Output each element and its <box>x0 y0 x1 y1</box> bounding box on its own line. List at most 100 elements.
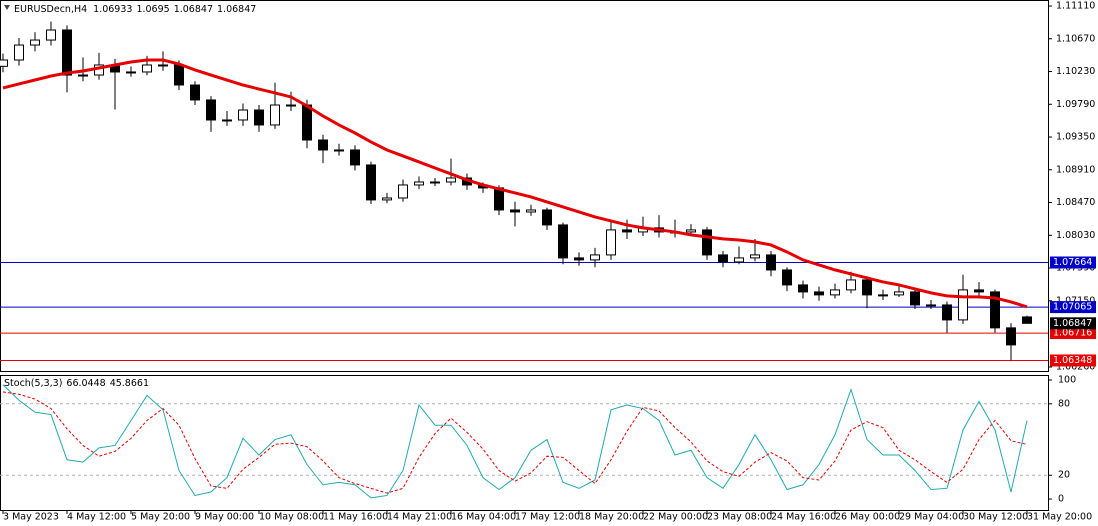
candle-body <box>206 99 216 121</box>
candle-body <box>574 257 584 261</box>
candle-body <box>30 39 40 46</box>
price-box <box>1050 317 1096 330</box>
candle-body <box>510 209 520 213</box>
level-label: 1.07065 <box>1053 302 1092 313</box>
candle-body <box>766 254 776 271</box>
price-panel <box>0 0 1049 372</box>
header-low: 1.06847 <box>174 4 213 15</box>
candle-body <box>366 164 376 201</box>
candle-body <box>302 104 312 141</box>
stoch-k-value: 66.0448 <box>66 378 105 389</box>
candle-body <box>334 149 344 152</box>
candle-body <box>734 257 744 263</box>
candle-body <box>270 104 280 126</box>
y-tick-label: 1.09790 <box>1056 99 1095 110</box>
candle-body <box>846 279 856 291</box>
candle-body <box>686 229 696 233</box>
y-tick-label: 1.08910 <box>1056 164 1095 175</box>
candle-body <box>382 197 392 201</box>
y-tick-label: 80 <box>1058 398 1070 409</box>
x-tick-label: 23 May 08:00 <box>707 512 772 523</box>
current-price: 1.06847 <box>1053 318 1092 329</box>
x-tick-label: 10 May 08:00 <box>259 512 324 523</box>
x-tick-label: 5 May 20:00 <box>131 512 190 523</box>
y-tick-label: 1.07150 <box>1056 295 1095 306</box>
level-box <box>1050 301 1096 314</box>
x-tick-label: 11 May 16:00 <box>323 512 388 523</box>
candle-body <box>990 291 1000 329</box>
header-open: 1.06933 <box>93 4 132 15</box>
stoch-d-value: 45.8661 <box>110 378 149 389</box>
candle-body <box>814 291 824 296</box>
candle-body <box>798 284 808 293</box>
x-tick-label: 24 May 16:00 <box>771 512 836 523</box>
candle-body <box>750 254 760 259</box>
x-tick-label: 22 May 00:00 <box>643 512 708 523</box>
candle-body <box>542 209 552 226</box>
moving-average <box>2 58 1028 309</box>
candle-body <box>446 177 456 183</box>
candle-body <box>702 229 712 256</box>
candle-body <box>286 104 296 107</box>
candle-body <box>142 64 152 73</box>
candle-body <box>958 289 968 321</box>
header-close: 1.06847 <box>217 4 256 15</box>
candle-body <box>974 289 984 293</box>
candle-body <box>894 291 904 296</box>
candle-body <box>1006 327 1016 346</box>
candle-body <box>158 64 168 67</box>
stoch-line <box>2 391 1028 494</box>
level-box <box>1050 256 1096 269</box>
candle-body <box>190 84 200 101</box>
y-tick-label: 1.08030 <box>1056 230 1095 241</box>
candle-body <box>126 71 136 74</box>
candle-body <box>862 279 872 296</box>
candle-body <box>238 109 248 121</box>
stoch-line <box>2 384 1028 499</box>
x-tick-label: 4 May 12:00 <box>67 512 126 523</box>
x-tick-label: 26 May 00:00 <box>835 512 900 523</box>
candle-body <box>926 304 936 307</box>
symbol-title: EURUSDecn,H4 <box>14 4 87 15</box>
x-tick-label: 14 May 21:00 <box>387 512 452 523</box>
x-tick-label: 3 May 2023 <box>3 512 59 523</box>
candle-body <box>782 269 792 286</box>
candle-body <box>318 139 328 151</box>
candle-body <box>590 254 600 261</box>
candle-body <box>0 59 8 67</box>
candle-body <box>558 224 568 259</box>
candle-body <box>78 74 88 77</box>
level-label: 1.06348 <box>1053 355 1092 366</box>
y-tick-label: 100 <box>1058 375 1076 386</box>
candle-body <box>414 181 424 186</box>
candle-body <box>910 291 920 306</box>
candle-body <box>718 254 728 263</box>
y-tick-label: 1.06260 <box>1056 362 1095 373</box>
candle-body <box>1022 316 1032 324</box>
candle-body <box>398 184 408 199</box>
y-tick-label: 20 <box>1058 470 1070 481</box>
candle-body <box>14 44 24 61</box>
header-high: 1.0695 <box>136 4 169 15</box>
x-tick-label: 18 May 20:00 <box>579 512 644 523</box>
candle-body <box>222 119 232 122</box>
candle-body <box>46 29 56 41</box>
x-tick-label: 16 May 04:00 <box>451 512 516 523</box>
candle-body <box>830 289 840 296</box>
x-tick-label: 17 May 12:00 <box>515 512 580 523</box>
candle-body <box>174 64 184 86</box>
stoch-panel <box>0 375 1049 511</box>
header-icon <box>4 5 10 10</box>
y-tick-label: 0 <box>1058 494 1064 505</box>
candle-body <box>878 294 888 297</box>
candle-body <box>350 149 360 166</box>
candle-body <box>526 209 536 213</box>
y-tick-label: 1.09350 <box>1056 132 1095 143</box>
x-tick-label: 31 May 20:00 <box>1027 512 1092 523</box>
candle-body <box>622 229 632 233</box>
stoch-header: Stoch(5,3,3) 66.0448 45.8661 <box>4 378 149 389</box>
candle-body <box>430 181 440 184</box>
x-tick-label: 29 May 04:00 <box>899 512 964 523</box>
